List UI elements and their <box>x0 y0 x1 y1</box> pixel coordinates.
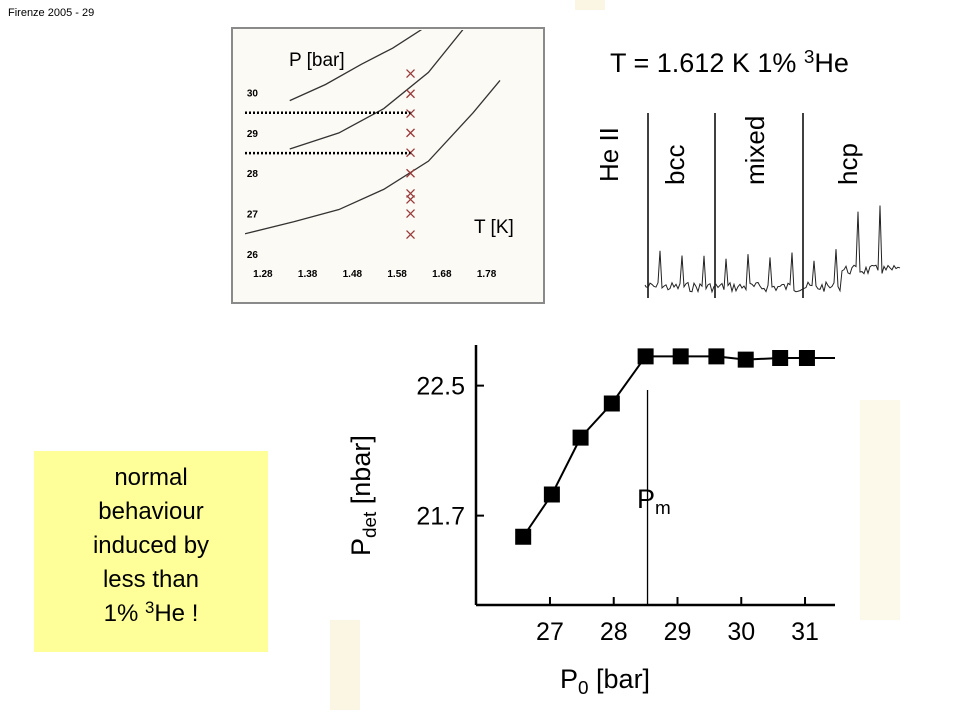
sup: 3 <box>145 598 154 617</box>
text-part: He <box>814 48 849 78</box>
x-axis-label: P0 [bar] <box>560 664 650 699</box>
text-part: P <box>346 538 376 556</box>
x-tick-label: 1.48 <box>343 269 363 280</box>
x-tick-label: 1.28 <box>253 269 273 280</box>
y-tick-label: 30 <box>247 89 259 100</box>
header: Firenze 2005 - 29 <box>8 7 94 19</box>
x-tick-label: 1.38 <box>298 269 318 280</box>
y-tick-label: 21.7 <box>416 503 465 531</box>
text-part: [bar] <box>589 664 651 694</box>
data-point <box>708 348 725 365</box>
note-line: behaviour <box>98 498 203 525</box>
curve <box>245 80 501 235</box>
cross-marker <box>406 89 415 99</box>
connecting-line <box>522 355 835 538</box>
cross-marker <box>406 168 415 178</box>
y-tick-label: 28 <box>247 169 259 180</box>
background-blotch <box>860 400 900 620</box>
data-point <box>603 395 620 412</box>
note-line: 1% 3He ! <box>104 598 199 627</box>
sub: det <box>360 511 381 538</box>
phase-diagram: 26 27 28 29 30 1.28 1.38 1.48 1.58 1.68 1.78 P [bar… <box>245 30 514 280</box>
y-tick-label: 27 <box>247 210 259 221</box>
note-line: induced by <box>93 532 209 559</box>
x-tick-label: 29 <box>664 618 692 646</box>
text-part: P <box>637 484 655 514</box>
sub: 0 <box>578 678 589 699</box>
y-tick-label: 29 <box>247 129 259 140</box>
cross-marker <box>406 69 415 79</box>
data-point <box>798 350 815 366</box>
cross-marker <box>406 230 415 240</box>
background-blotch <box>330 620 360 710</box>
note-line: normal <box>114 464 187 491</box>
x-tick-label: 27 <box>536 618 564 646</box>
note-box <box>34 451 268 652</box>
text-part: He ! <box>154 600 198 627</box>
x-tick-label: 28 <box>600 618 628 646</box>
cross-marker <box>406 195 415 204</box>
text-part: P <box>560 664 578 694</box>
background-blotch <box>575 0 605 10</box>
curve <box>289 30 423 102</box>
y-tick-label: 26 <box>247 250 259 261</box>
x-tick-label: 1.68 <box>432 269 452 280</box>
curve <box>289 30 464 150</box>
trace-title: T = 1.612 K 1% 3He <box>610 47 849 78</box>
sub: m <box>655 498 671 519</box>
data-point <box>772 350 789 366</box>
phase-label: mixed <box>740 116 770 185</box>
text-part: 1% <box>104 600 145 627</box>
y-tick-label: 22.5 <box>416 373 465 401</box>
note-line: less than <box>103 566 199 593</box>
signal-trace <box>644 205 901 294</box>
phase-label: hcp <box>833 143 863 185</box>
data-point <box>672 348 689 365</box>
phase-label: bcc <box>660 145 690 185</box>
phase-label: He II <box>594 127 624 182</box>
data-point <box>515 528 532 545</box>
sup: 3 <box>804 47 815 68</box>
cross-marker <box>406 128 415 138</box>
inset-frame <box>231 27 545 304</box>
x-tick-label: 31 <box>791 618 819 646</box>
note: normal behaviour induced by less than 1% 3He… <box>93 464 209 627</box>
data-point <box>572 429 589 446</box>
y-axis-label: Pdet [nbar] <box>346 435 381 556</box>
x-tick-label: 1.78 <box>477 269 497 280</box>
pm-annotation: Pm <box>637 484 671 519</box>
cross-marker <box>406 209 415 219</box>
x-tick-label: 1.58 <box>387 269 407 280</box>
data-point <box>737 351 754 368</box>
data-point <box>543 486 560 503</box>
x-axis-label: T [K] <box>474 217 514 238</box>
data-point <box>637 348 654 365</box>
text-part: T = 1.612 K 1% <box>610 48 804 78</box>
x-tick-label: 30 <box>727 618 755 646</box>
trace: T = 1.612 K 1% 3He He II bcc mixed hcp <box>594 47 901 298</box>
y-axis-label: P [bar] <box>289 50 345 71</box>
text-part: [nbar] <box>346 435 376 512</box>
